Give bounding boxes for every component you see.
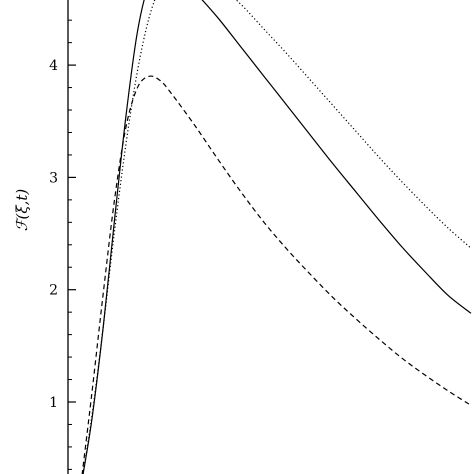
series-group — [81, 0, 472, 474]
y-axis-title: ℱ(ξ,t) — [13, 189, 31, 232]
y-tick-label: 4 — [49, 58, 58, 74]
y-axis: 1 2 3 4 — [49, 0, 76, 474]
dashed-curve — [81, 75, 472, 474]
y-tick-label: 2 — [49, 283, 58, 299]
y-tick-label: 3 — [49, 170, 58, 186]
solid-curve — [82, 0, 472, 474]
y-tick-label: 1 — [49, 395, 58, 411]
